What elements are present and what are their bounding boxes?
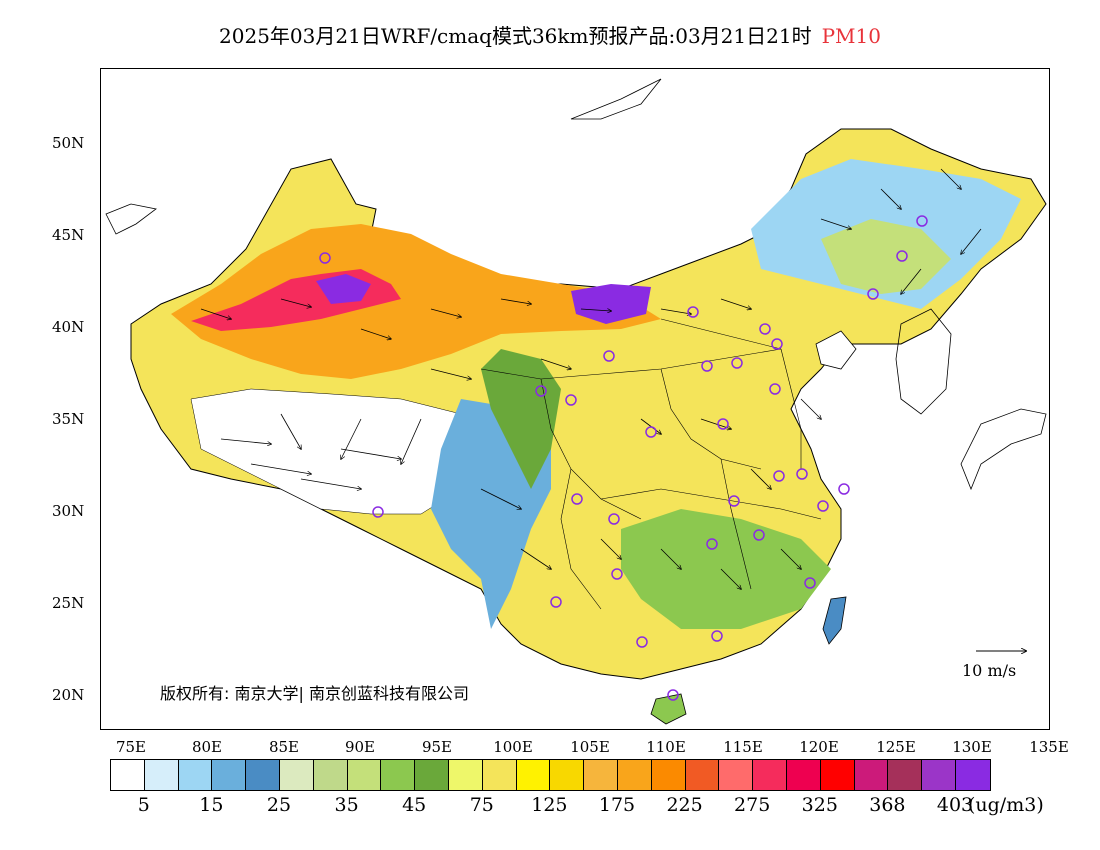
southwest-green-zone (481, 349, 561, 489)
korea-outline (895, 308, 952, 415)
kazakh-coast (105, 203, 157, 235)
colorbar-swatch (888, 760, 923, 790)
colorbar-swatch (854, 760, 889, 790)
lon-label-75e: 75E (115, 738, 147, 756)
lon-label-90e: 90E (344, 738, 376, 756)
colorbar-swatch (178, 760, 213, 790)
lat-label-20n: 20N (52, 686, 85, 704)
colorbar-label: 5 (137, 794, 150, 816)
dust-peak-zone (316, 274, 371, 304)
colorbar-swatch (753, 760, 787, 790)
lon-label-80e: 80E (191, 738, 223, 756)
colorbar-label: 403 (936, 794, 974, 816)
south-green-zone (621, 509, 831, 629)
colorbar-label: 225 (666, 794, 703, 816)
colorbar-swatch (584, 760, 618, 790)
colorbar-label: 25 (266, 794, 292, 816)
lon-label-115e: 115E (723, 738, 763, 756)
colorbar-swatch (415, 760, 449, 790)
colorbar-swatch (685, 760, 720, 790)
lon-label-135e: 135E (1029, 738, 1069, 756)
colorbar-swatch (482, 760, 517, 790)
colorbar-label: 75 (469, 794, 494, 816)
colorbar-swatch (347, 760, 382, 790)
colorbar-swatch (381, 760, 416, 790)
colorbar-swatch (922, 760, 956, 790)
pm10-map (105, 78, 1047, 725)
russia-coast (570, 78, 662, 120)
colorbar-label: 275 (734, 794, 771, 816)
colorbar-swatch (786, 760, 821, 790)
colorbar-swatch (212, 760, 247, 790)
lat-label-45n: 45N (52, 226, 85, 244)
colorbar-label: 325 (801, 794, 838, 816)
lat-label-30n: 30N (52, 502, 85, 520)
lon-label-105e: 105E (570, 738, 610, 756)
lon-label-100e: 100E (493, 738, 533, 756)
inner-mongolia-peak (571, 284, 651, 324)
colorbar-swatch (820, 760, 855, 790)
colorbar-swatch (955, 760, 990, 790)
dust-orange-zone (171, 224, 661, 379)
colorbar-label: 45 (402, 794, 427, 816)
map-frame (100, 68, 1050, 730)
taiwan-outline (822, 596, 847, 645)
province-boundaries (480, 318, 822, 610)
lat-label-50n: 50N (52, 134, 85, 152)
lat-label-35n: 35N (52, 410, 85, 428)
title-variable: PM10 (821, 24, 881, 48)
colorbar-label: 35 (334, 794, 359, 816)
colorbar-swatch (279, 760, 314, 790)
colorbar-label: 175 (598, 794, 636, 816)
colorbar-unit: (ug/m3) (968, 794, 1044, 816)
colorbar-label: 125 (531, 794, 568, 816)
colorbar-swatch (144, 760, 179, 790)
lon-label-85e: 85E (268, 738, 300, 756)
lat-label-25n: 25N (52, 594, 85, 612)
colorbar-swatch (719, 760, 754, 790)
colorbar-swatch (651, 760, 686, 790)
colorbar-label: 368 (869, 794, 906, 816)
chart-title: 2025年03月21日WRF/cmaq模式36km预报产品:03月21日21时 P… (0, 20, 1100, 49)
lon-label-130e: 130E (952, 738, 992, 756)
copyright-text: 版权所有: 南京大学| 南京创蓝科技有限公司 (160, 684, 469, 703)
northeast-green-zone (821, 219, 951, 294)
title-text: 2025年03月21日WRF/cmaq模式36km预报产品:03月21日21时 (219, 24, 812, 48)
lon-label-125e: 125E (876, 738, 916, 756)
colorbar-swatch (313, 760, 348, 790)
colorbar-swatch (448, 760, 483, 790)
colorbar-label: 15 (199, 794, 224, 816)
colorbar (110, 759, 991, 791)
colorbar-swatch (617, 760, 652, 790)
colorbar-swatch (516, 760, 551, 790)
hainan-outline (650, 693, 687, 725)
lon-label-95e: 95E (421, 738, 453, 756)
lat-label-40n: 40N (52, 318, 85, 336)
wind-vectors (200, 168, 982, 589)
wind-reference-label: 10 m/s (962, 661, 1017, 680)
colorbar-swatch (246, 760, 280, 790)
colorbar-swatch (550, 760, 585, 790)
lon-label-110e: 110E (646, 738, 686, 756)
japan-outline (960, 408, 1047, 491)
bohai-sea (815, 330, 857, 370)
lon-label-120e: 120E (799, 738, 839, 756)
colorbar-swatch (111, 760, 145, 790)
city-markers (319, 215, 928, 701)
